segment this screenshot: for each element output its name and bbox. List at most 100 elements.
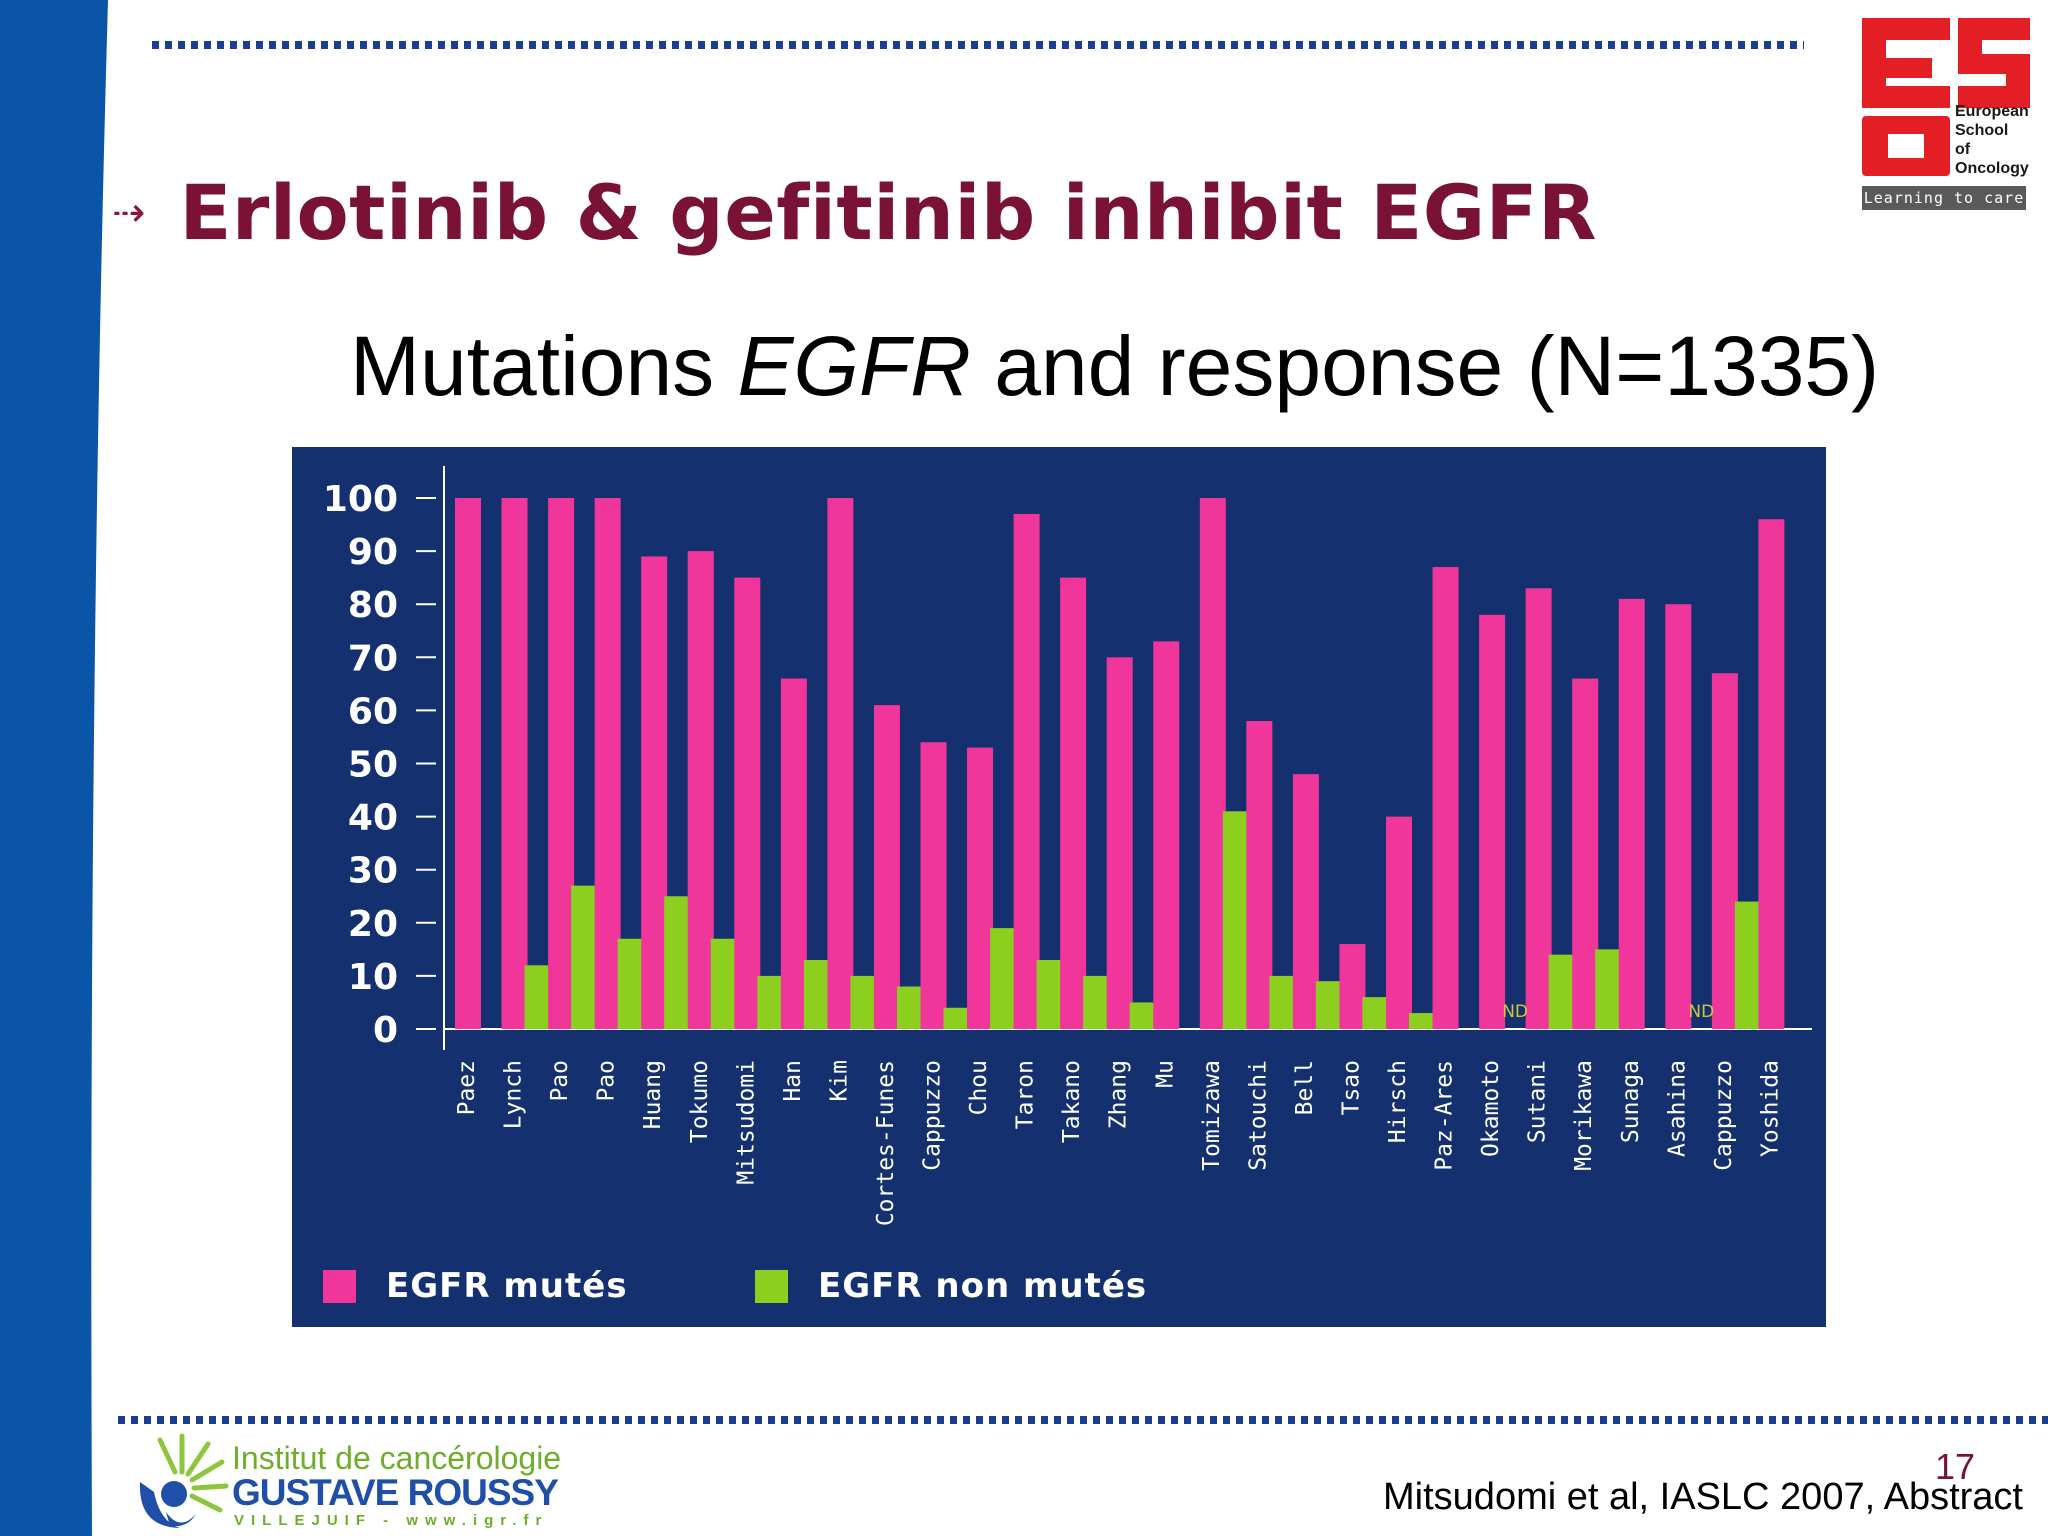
- bar-mutated: [920, 742, 947, 1029]
- y-tick-label: 70: [348, 638, 398, 679]
- bar-mutated: [1711, 673, 1738, 1029]
- x-tick-label: Han: [780, 1060, 806, 1102]
- bar-non-mutated: [617, 938, 644, 1029]
- bar-non-mutated: [990, 928, 1017, 1029]
- bar-mutated: [455, 498, 481, 1029]
- y-tick-label: 60: [348, 691, 398, 732]
- x-tick-label: Satouchi: [1245, 1060, 1271, 1171]
- bar-mutated: [873, 705, 900, 1029]
- bar-non-mutated: [1315, 981, 1342, 1029]
- subtitle-part1: Mutations: [350, 319, 738, 413]
- bar-mutated: [1386, 816, 1412, 1029]
- x-tick-label: Cappuzzo: [920, 1060, 946, 1171]
- x-tick-label: Taron: [1013, 1060, 1039, 1129]
- bar-mutated: [687, 551, 714, 1029]
- bar-mutated: [734, 577, 761, 1029]
- eso-line4: Oncology: [1955, 160, 2029, 177]
- bar-non-mutated: [1036, 959, 1063, 1029]
- top-dotted-divider: [152, 41, 1804, 49]
- bar-non-mutated: [1269, 975, 1296, 1029]
- bar-non-mutated: [1595, 949, 1622, 1029]
- igr-line3: VILLEJUIF - www.igr.fr: [234, 1512, 549, 1529]
- y-tick-label: 20: [348, 904, 398, 945]
- x-tick-label: Cappuzzo: [1711, 1060, 1737, 1171]
- bar-mutated: [1665, 604, 1692, 1029]
- bar-mutated: [1153, 641, 1180, 1029]
- x-tick-label: Morikawa: [1571, 1060, 1597, 1171]
- x-tick-label: Chou: [966, 1060, 992, 1115]
- bar-non-mutated: [1129, 1002, 1156, 1029]
- eso-line2: School: [1955, 122, 2009, 139]
- eso-tagline: Learning to care: [1862, 186, 2026, 210]
- y-tick-label: 100: [323, 479, 398, 520]
- x-tick-label: Bell: [1292, 1060, 1318, 1115]
- x-tick-label: Paz-Ares: [1432, 1060, 1458, 1171]
- subtitle-emphasis: EGFR: [737, 319, 971, 413]
- bar-non-mutated: [710, 938, 737, 1029]
- bar-mutated: [1525, 588, 1552, 1029]
- y-tick-label: 80: [348, 585, 398, 626]
- x-tick-label: Yoshida: [1757, 1060, 1783, 1157]
- bar-mutated: [1060, 577, 1087, 1029]
- y-tick-label: 50: [348, 745, 398, 786]
- citation: Mitsudomi et al, IASLC 2007, Abstract: [1383, 1476, 2023, 1518]
- x-tick-label: Huang: [640, 1060, 666, 1129]
- bar-non-mutated: [1362, 997, 1389, 1029]
- bar-mutated: [1013, 513, 1040, 1029]
- x-tick-label: Mitsudomi: [733, 1060, 759, 1185]
- page-number: 17: [1935, 1446, 1976, 1487]
- igr-line2: GUSTAVE ROUSSY: [232, 1472, 559, 1513]
- bar-mutated: [1572, 678, 1599, 1029]
- y-tick-label: 40: [348, 798, 398, 839]
- bar-mutated: [501, 498, 528, 1029]
- eso-line1: European: [1955, 103, 2029, 120]
- bar-mutated: [1618, 598, 1645, 1029]
- title-row: ⇢ Erlotinib & gefitinib inhibit EGFR: [112, 168, 1597, 257]
- bar-non-mutated: [1548, 954, 1575, 1029]
- x-tick-label: Tokumo: [687, 1060, 713, 1143]
- bar-mutated: [1432, 567, 1459, 1029]
- x-tick-label: Tsao: [1338, 1060, 1364, 1115]
- legend-swatch-mutated: [323, 1269, 356, 1303]
- x-tick-label: Okamoto: [1478, 1060, 1504, 1157]
- x-tick-label: Tomizawa: [1199, 1060, 1225, 1171]
- bar-non-mutated: [943, 1007, 970, 1029]
- slide-title: Erlotinib & gefitinib inhibit EGFR: [179, 168, 1598, 257]
- bar-non-mutated: [757, 975, 784, 1029]
- bar-mutated: [967, 747, 994, 1029]
- x-tick-label: Lynch: [501, 1060, 527, 1129]
- x-tick-label: Zhang: [1106, 1060, 1132, 1129]
- bar-non-mutated: [524, 965, 551, 1029]
- legend-non-mutated: EGFR non mutés: [755, 1266, 1147, 1306]
- left-decorative-band: [0, 0, 108, 1536]
- bar-mutated: [548, 498, 575, 1029]
- legend-label-mutated: EGFR mutés: [386, 1266, 628, 1306]
- igr-logo-icon: [139, 1433, 229, 1528]
- eso-line3: of: [1955, 141, 1971, 158]
- x-tick-label: Hirsch: [1385, 1060, 1411, 1143]
- bar-non-mutated: [1083, 975, 1110, 1029]
- bar-non-mutated: [571, 885, 598, 1029]
- bottom-dotted-divider: [118, 1416, 2048, 1424]
- x-tick-label: Pao: [547, 1060, 573, 1102]
- x-tick-label: Asahina: [1664, 1060, 1690, 1157]
- bar-non-mutated: [896, 986, 923, 1029]
- bar-non-mutated: [664, 896, 691, 1029]
- chart-panel: [292, 447, 1826, 1327]
- x-tick-label: Sutani: [1525, 1060, 1551, 1143]
- x-tick-label: Sunaga: [1618, 1060, 1644, 1143]
- bar-non-mutated: [1409, 1013, 1435, 1029]
- igr-line1: Institut de cancérologie: [232, 1440, 562, 1476]
- bar-mutated: [780, 678, 807, 1029]
- dashed-arrow-icon: ⇢: [112, 189, 146, 236]
- bar-non-mutated: [1734, 901, 1761, 1029]
- slide-subtitle: Mutations EGFR and response (N=1335): [350, 318, 1879, 415]
- legend-label-non-mutated: EGFR non mutés: [818, 1266, 1148, 1306]
- bar-mutated: [1106, 657, 1133, 1029]
- bar-mutated: [1479, 614, 1506, 1029]
- eso-logo-text: European School of Oncology: [1955, 102, 2029, 178]
- y-tick-label: 0: [373, 1010, 398, 1051]
- bar-mutated: [1246, 721, 1273, 1029]
- x-tick-label: Mu: [1152, 1060, 1178, 1088]
